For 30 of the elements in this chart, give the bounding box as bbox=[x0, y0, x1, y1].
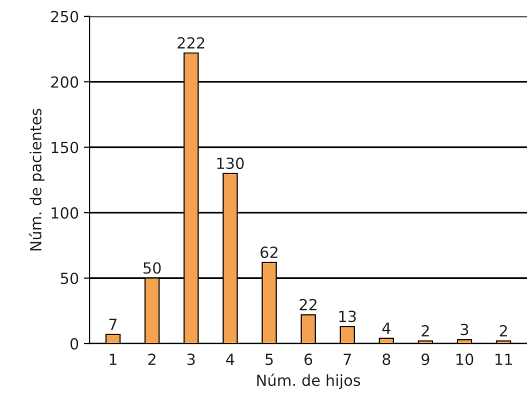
data-label: 222 bbox=[178, 37, 204, 48]
y-tick-label: 200 bbox=[51, 76, 78, 88]
data-label: 4 bbox=[382, 322, 390, 334]
x-tick-label: 6 bbox=[304, 354, 312, 366]
x-tick-label: 10 bbox=[456, 354, 474, 366]
y-tick-label: 50 bbox=[60, 272, 78, 284]
y-axis-title: Núm. de pacientes bbox=[29, 108, 44, 250]
data-label: 13 bbox=[339, 310, 356, 322]
data-label: 3 bbox=[460, 324, 468, 336]
data-label: 130 bbox=[217, 158, 244, 170]
data-label: 2 bbox=[422, 325, 429, 336]
x-tick-label: 1 bbox=[110, 354, 116, 365]
data-label: 22 bbox=[300, 298, 316, 310]
x-tick-label: 3 bbox=[187, 354, 195, 366]
y-tick-label: 150 bbox=[52, 142, 78, 154]
x-tick-label: 4 bbox=[226, 354, 234, 365]
data-label: 62 bbox=[260, 246, 278, 258]
y-tick-label: 250 bbox=[51, 10, 78, 22]
y-tick-label: 100 bbox=[52, 207, 78, 219]
data-label: 50 bbox=[144, 262, 161, 274]
x-tick-label: 9 bbox=[422, 354, 430, 366]
x-tick-label: 2 bbox=[148, 354, 156, 365]
x-tick-label: 5 bbox=[266, 354, 273, 366]
x-tick-label: 7 bbox=[344, 354, 351, 365]
x-tick-label: 8 bbox=[382, 354, 390, 366]
data-label: 2 bbox=[500, 325, 507, 336]
data-label: 7 bbox=[109, 318, 117, 330]
x-axis-title: Núm. de hijos bbox=[257, 374, 360, 390]
x-tick-label: 11 bbox=[496, 354, 512, 365]
y-tick-label: 0 bbox=[70, 338, 78, 350]
